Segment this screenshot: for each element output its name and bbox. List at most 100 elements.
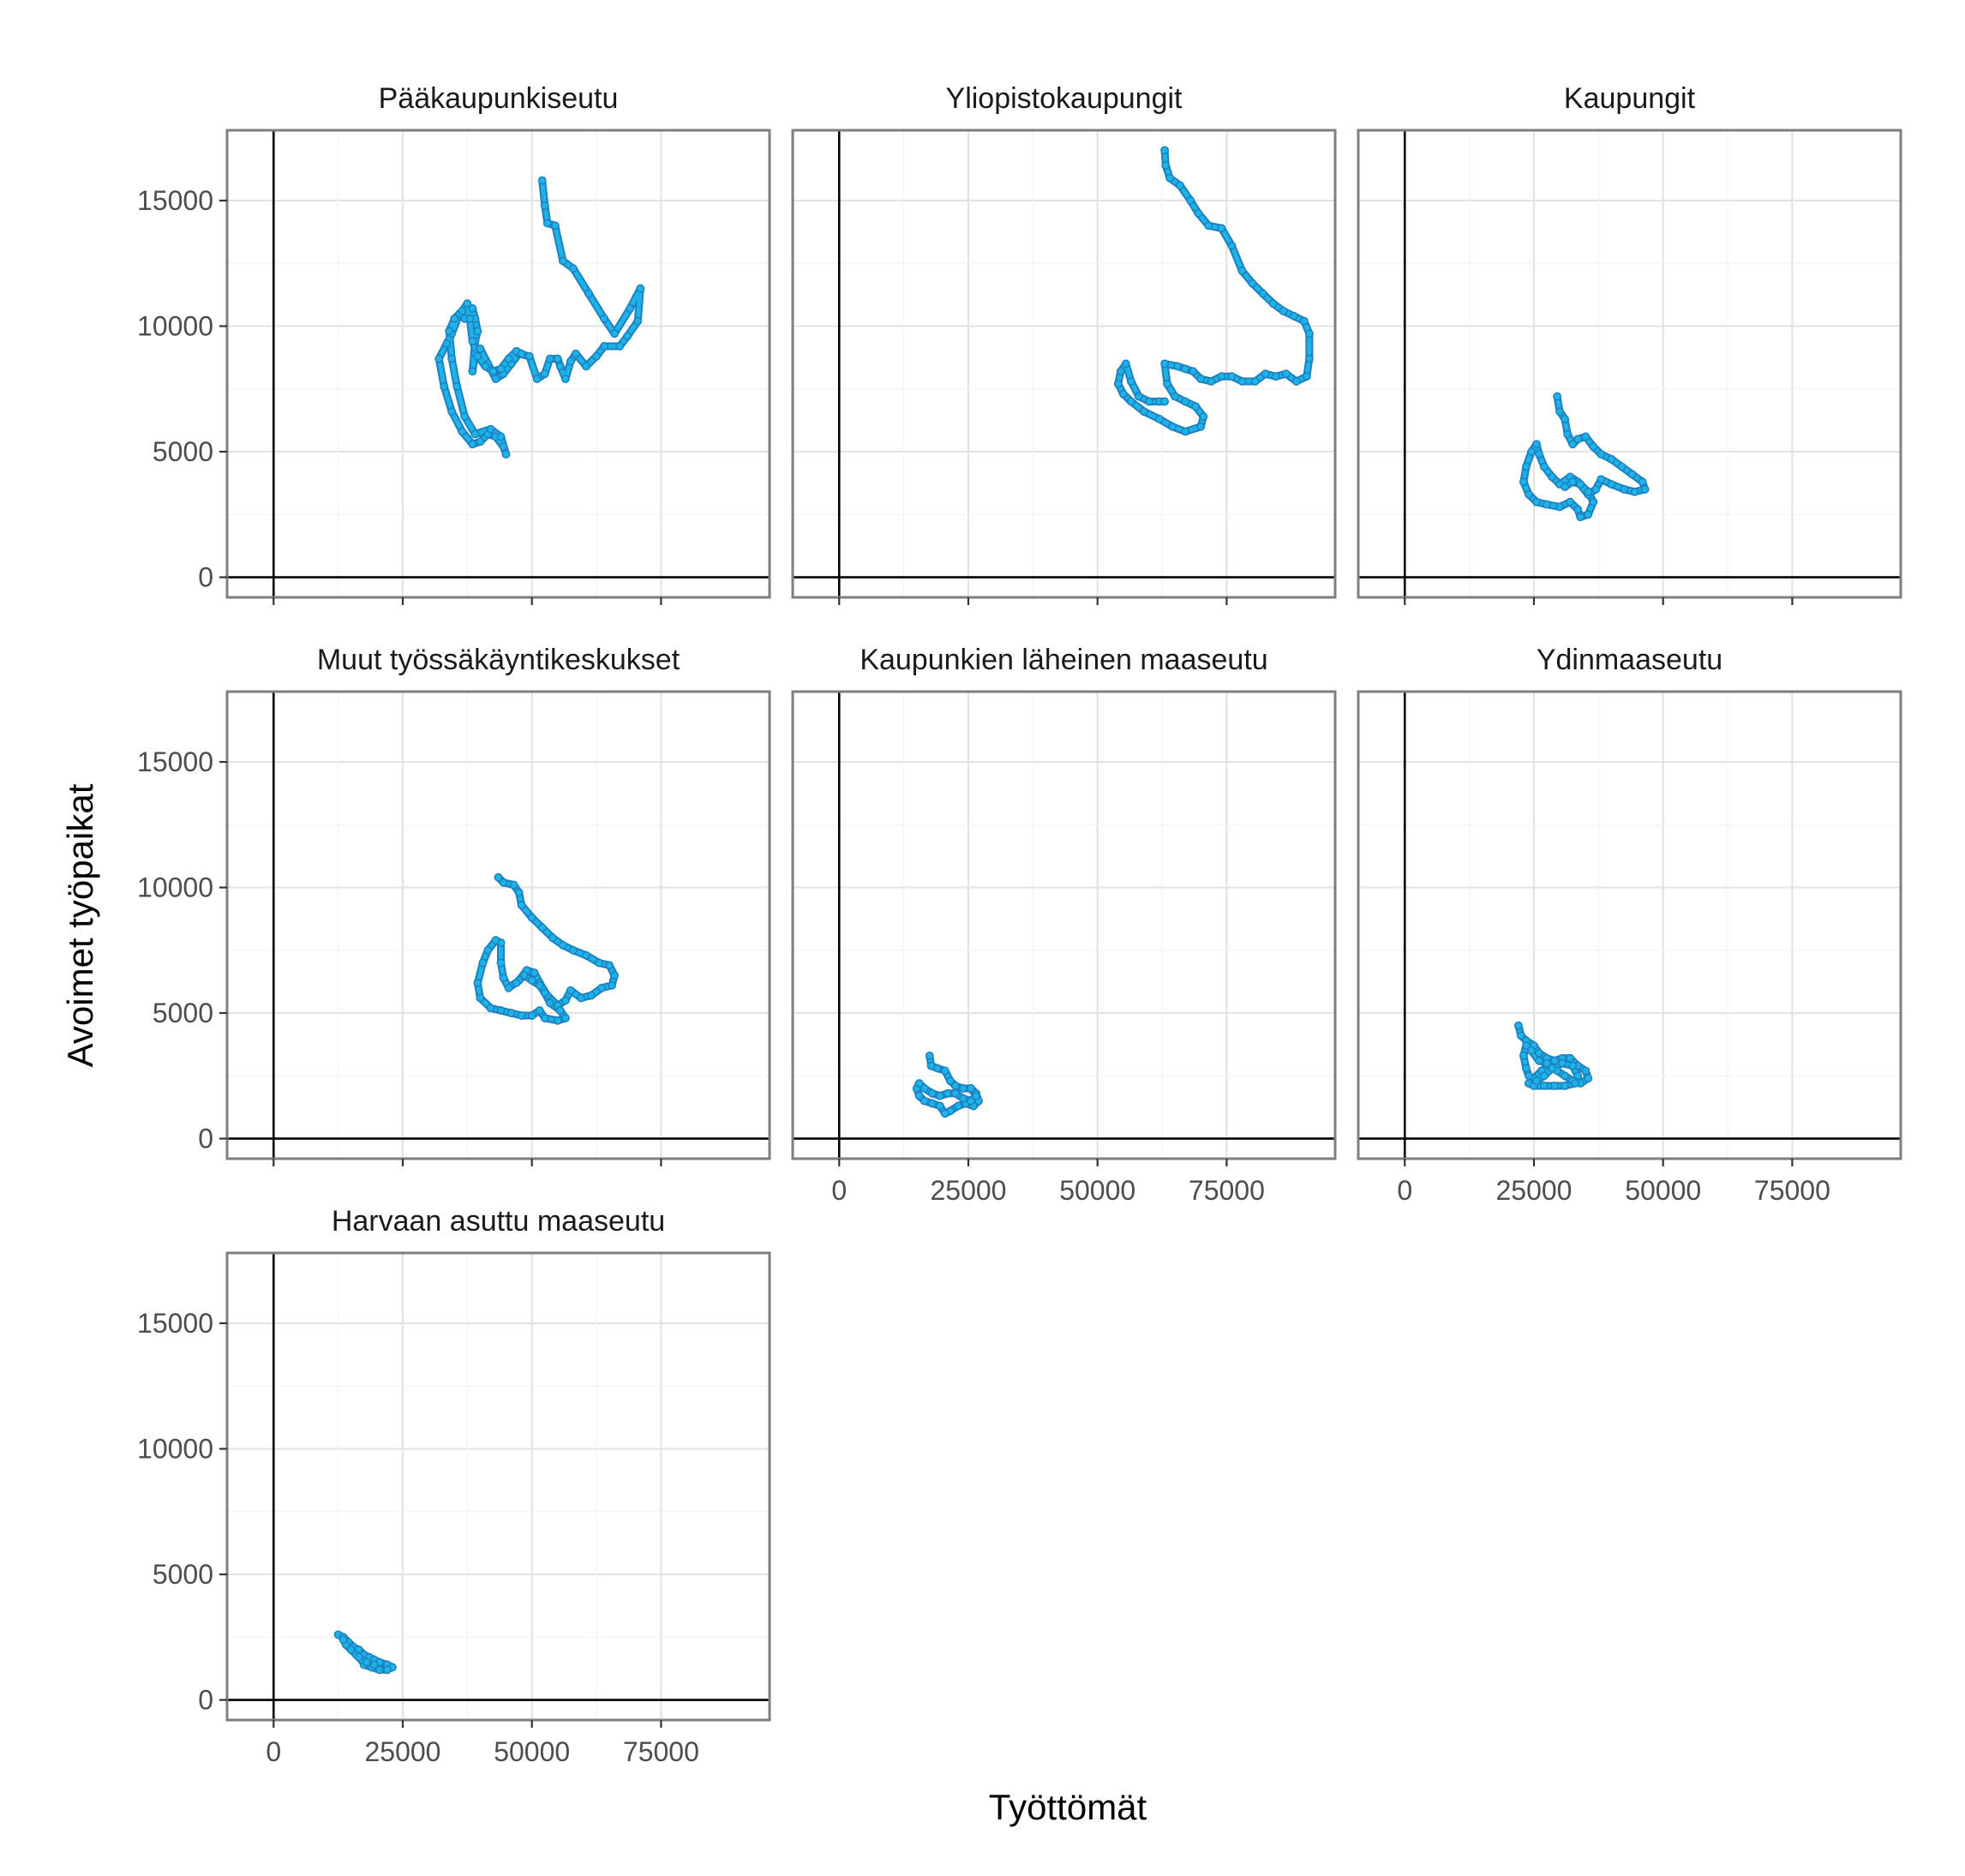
panel: Ydinmaaseutu 0 25000 50000 75000 [1357, 644, 1902, 1206]
data-point [506, 1009, 516, 1018]
data-point [1196, 375, 1206, 384]
data-point [555, 1006, 565, 1016]
data-point [514, 888, 524, 897]
data-point [1289, 311, 1298, 321]
x-tick-label: 75000 [1754, 1175, 1830, 1206]
data-point [1163, 379, 1172, 388]
data-point [545, 998, 554, 1008]
y-tick-label: 5000 [153, 436, 213, 467]
data-point [476, 344, 485, 353]
data-point [1281, 369, 1291, 379]
data-point [1118, 389, 1128, 399]
data-point [1543, 500, 1551, 509]
panel: Yliopistokaupungit [791, 82, 1337, 605]
data-point [623, 332, 632, 341]
data-point [1513, 1021, 1523, 1030]
panel: Kaupunkien läheinen maaseutu 0 25000 50000 7… [791, 644, 1337, 1206]
data-point [440, 381, 449, 391]
data-point [496, 432, 506, 441]
data-point [1139, 407, 1148, 417]
data-point [473, 351, 482, 361]
panel-background [793, 692, 1335, 1159]
data-point [1573, 1071, 1583, 1081]
data-point [1261, 369, 1270, 379]
data-point [1199, 412, 1208, 421]
x-tick-label: 50000 [494, 1736, 570, 1767]
x-tick-label: 50000 [1625, 1175, 1701, 1206]
data-point [1302, 372, 1311, 381]
data-point [338, 1635, 348, 1645]
data-point [595, 958, 604, 968]
data-point [1576, 480, 1585, 489]
data-point [1237, 377, 1247, 386]
data-point [1524, 489, 1533, 499]
data-point [615, 342, 625, 351]
panel-border [225, 129, 771, 599]
data-point [452, 381, 462, 391]
data-point [1250, 377, 1260, 386]
data-point [1566, 497, 1575, 506]
data-point [605, 961, 614, 970]
data-point [442, 339, 452, 349]
data-point [1550, 1082, 1560, 1090]
data-point [1291, 377, 1301, 386]
data-point [555, 362, 565, 371]
data-point [950, 1082, 960, 1090]
data-point [1597, 450, 1606, 459]
panel-background [793, 130, 1335, 597]
data-point [1568, 1061, 1578, 1070]
data-point [1113, 379, 1123, 388]
data-point [600, 314, 609, 323]
data-point [1181, 427, 1190, 436]
panel: Pääkaupunkiseutu 0 5000 10000 15000 [137, 82, 771, 605]
data-point [447, 354, 457, 363]
data-point [369, 1660, 379, 1669]
data-point [1589, 497, 1598, 506]
data-point [1553, 392, 1562, 401]
data-point [501, 450, 511, 459]
data-point [481, 362, 490, 371]
data-point [540, 988, 549, 998]
panel-title: Kaupunkien läheinen maaseutu [860, 644, 1267, 676]
data-point [560, 375, 570, 384]
data-point [1521, 1041, 1531, 1051]
data-point [458, 307, 467, 315]
y-tick-label: 15000 [137, 185, 213, 216]
data-point [1186, 196, 1195, 205]
x-tick-label: 75000 [1189, 1175, 1265, 1206]
panel: Harvaan asuttu maaseutu 0 5000 10000 15000 0 2… [137, 1205, 771, 1767]
y-tick-label: 10000 [137, 1434, 213, 1465]
panel-background [227, 692, 770, 1159]
data-point [517, 349, 526, 358]
data-point [1516, 1031, 1525, 1040]
data-point [1532, 1076, 1541, 1086]
data-point [483, 945, 493, 955]
data-point [496, 364, 506, 374]
data-point [460, 412, 470, 421]
data-point [354, 1652, 363, 1662]
data-point [1568, 440, 1578, 449]
data-point [560, 1013, 570, 1022]
data-point [1573, 505, 1583, 514]
data-point [1548, 472, 1557, 482]
data-point [560, 996, 570, 1005]
panel-border [1357, 690, 1902, 1160]
data-point [1555, 502, 1565, 512]
data-point [491, 375, 500, 384]
data-point [486, 1004, 495, 1013]
data-point [633, 316, 643, 326]
data-point [584, 289, 593, 298]
data-point [1607, 454, 1616, 464]
data-point [600, 342, 609, 351]
data-point [1248, 279, 1257, 288]
data-point [476, 993, 485, 1003]
y-tick-label: 0 [198, 1685, 213, 1716]
data-point [517, 1011, 526, 1020]
data-point [496, 958, 506, 968]
data-point [530, 968, 539, 978]
data-point [1171, 392, 1180, 401]
data-point [1126, 397, 1135, 406]
data-point [504, 354, 513, 363]
data-point [362, 1657, 371, 1667]
